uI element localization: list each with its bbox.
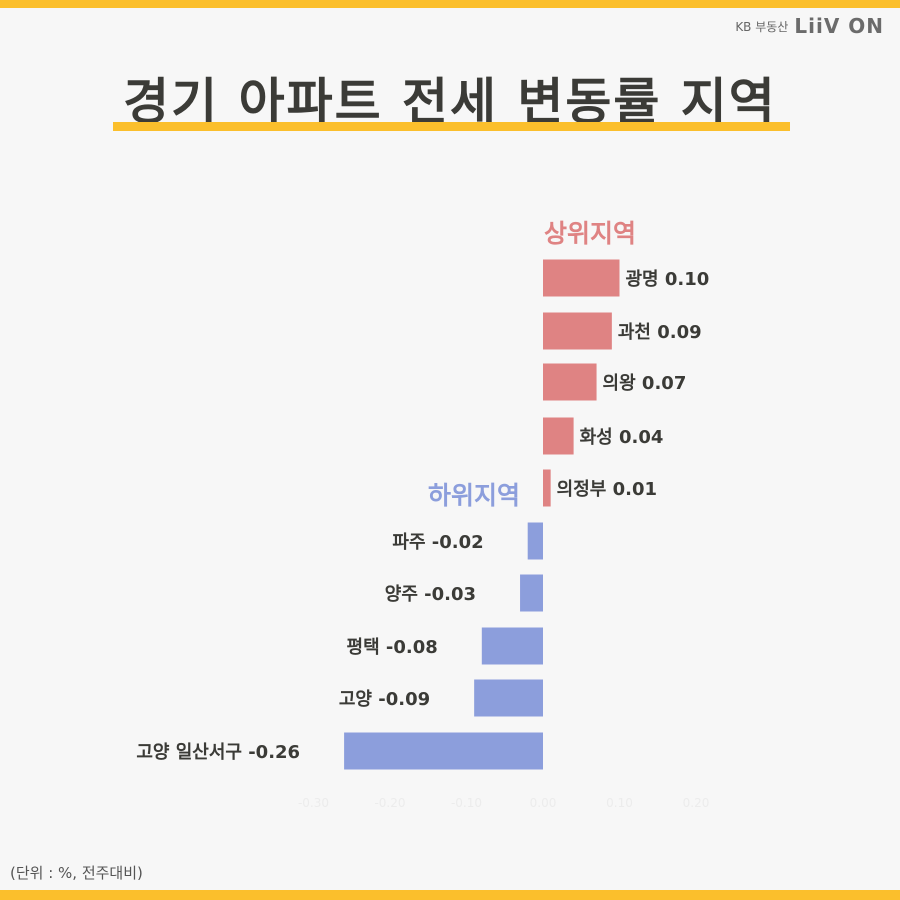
series-heading: 상위지역 xyxy=(544,219,636,248)
x-tick-label: -0.20 xyxy=(374,796,405,810)
data-label: 고양 -0.09 xyxy=(339,689,430,710)
bar xyxy=(474,679,543,717)
bar xyxy=(481,627,543,665)
x-tick-label: -0.10 xyxy=(451,796,482,810)
bar xyxy=(543,259,620,297)
title-underline xyxy=(113,122,790,131)
data-label: 양주 -0.03 xyxy=(385,584,476,605)
brand-logo: KB 부동산 LiiV ON xyxy=(735,14,884,38)
data-label: 의왕 0.07 xyxy=(603,373,687,394)
bar xyxy=(527,522,543,560)
bar xyxy=(543,469,551,507)
bar xyxy=(344,732,543,770)
data-label: 과천 0.09 xyxy=(618,322,702,343)
data-label: 의정부 0.01 xyxy=(557,479,657,500)
data-label: 평택 -0.08 xyxy=(347,637,438,658)
title-container: 경기 아파트 전세 변동률 지역 xyxy=(0,62,900,134)
page-title: 경기 아파트 전세 변동률 지역 xyxy=(123,73,777,131)
brand-kb-text: KB 부동산 xyxy=(735,19,789,34)
brand-liiv-logo: LiiV ON xyxy=(794,14,884,38)
x-tick-label: -0.30 xyxy=(298,796,329,810)
bottom-accent-bar xyxy=(0,890,900,900)
x-tick-label: 0.10 xyxy=(606,796,633,810)
data-label: 화성 0.04 xyxy=(580,427,664,448)
bar xyxy=(543,312,612,350)
x-tick-label: 0.00 xyxy=(530,796,557,810)
bar xyxy=(543,363,597,401)
x-tick-label: 0.20 xyxy=(683,796,710,810)
series-heading: 하위지역 xyxy=(428,481,520,510)
bar xyxy=(543,417,574,455)
data-label: 광명 0.10 xyxy=(626,269,710,290)
unit-note: (단위 : %, 전주대비) xyxy=(10,864,143,882)
top-accent-bar xyxy=(0,0,900,8)
data-label: 고양 일산서구 -0.26 xyxy=(136,742,300,763)
data-label: 파주 -0.02 xyxy=(392,532,483,553)
bar xyxy=(520,574,543,612)
